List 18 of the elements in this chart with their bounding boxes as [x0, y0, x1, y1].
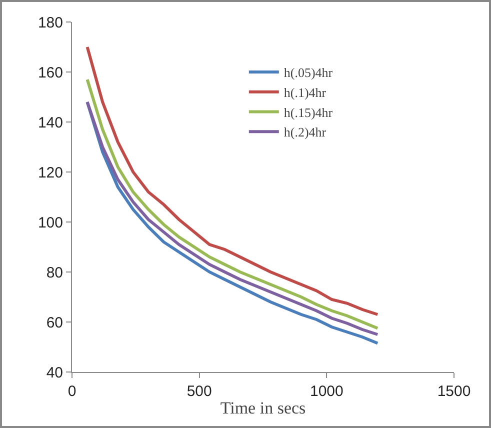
y-tick-label: 180	[38, 14, 63, 32]
y-tick-label: 60	[46, 314, 63, 332]
legend-label: h(.1)4hr	[284, 84, 327, 100]
x-tick-label: 500	[186, 383, 212, 400]
y-tick-label: 160	[38, 64, 63, 82]
x-axis-title: Time in secs	[220, 398, 306, 418]
y-tick-label: 80	[46, 264, 63, 282]
x-tick-label: 0	[68, 383, 76, 400]
x-tick-label: 1500	[437, 383, 471, 400]
x-tick-label: 1000	[310, 383, 344, 400]
line-series	[86, 46, 380, 316]
y-tick-label: 120	[38, 164, 63, 182]
y-tick-label: 140	[38, 114, 63, 132]
legend-label: h(.2)4hr	[284, 124, 327, 140]
legend-label: h(.15)4hr	[284, 104, 334, 120]
y-tick-label: 40	[46, 364, 63, 382]
y-tick-label: 100	[38, 214, 63, 232]
legend-label: h(.05)4hr	[284, 65, 334, 80]
